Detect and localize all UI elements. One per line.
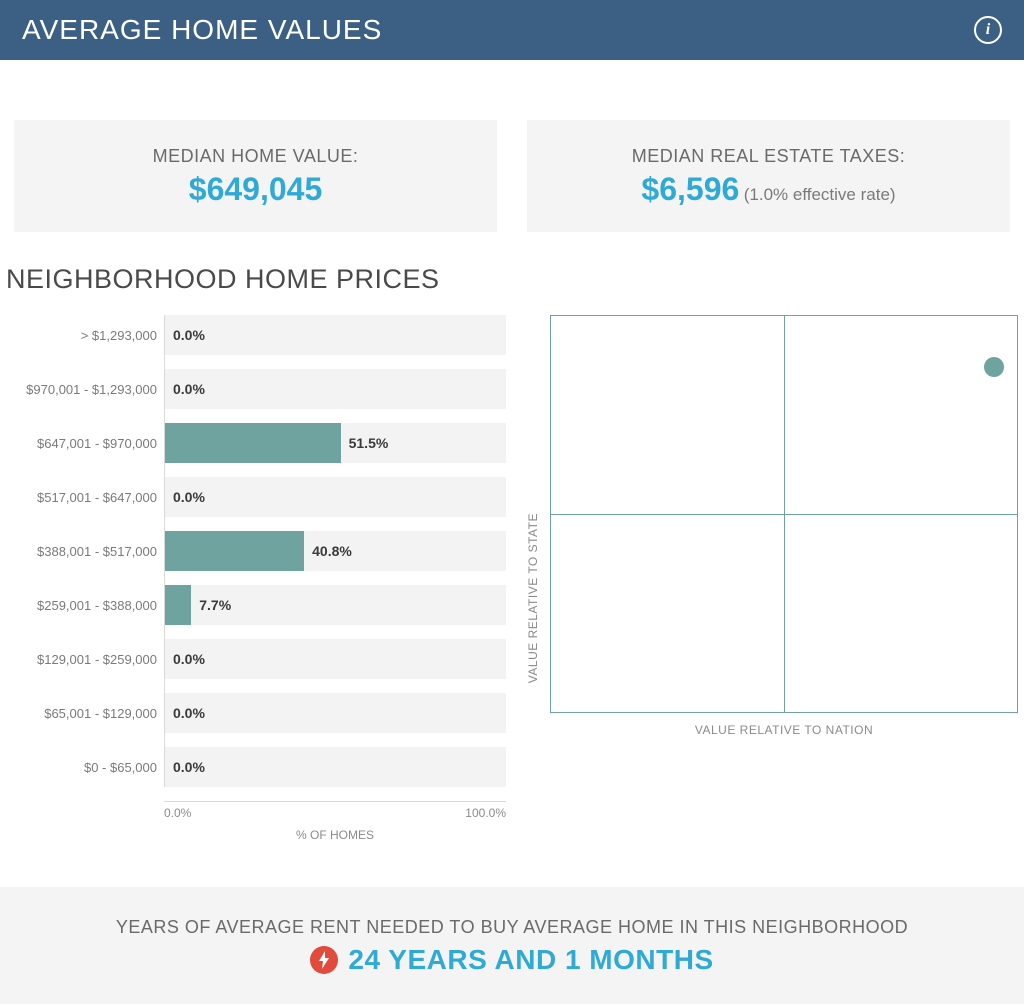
bar-row: > $1,293,0000.0% — [165, 315, 506, 355]
bolt-icon — [310, 946, 338, 974]
bar-value-label: 0.0% — [173, 651, 205, 667]
stat-value: $6,596 — [641, 171, 739, 207]
xaxis-tick-max: 100.0% — [465, 806, 506, 820]
bar-chart: > $1,293,0000.0%$970,001 - $1,293,0000.0… — [6, 303, 506, 851]
bar-track: 0.0% — [165, 369, 506, 409]
bar-track: 7.7% — [165, 585, 506, 625]
bar-value-label: 7.7% — [199, 597, 231, 613]
footer-band: YEARS OF AVERAGE RENT NEEDED TO BUY AVER… — [0, 887, 1024, 1004]
xaxis-tick-min: 0.0% — [164, 806, 191, 820]
bar-category-label: $259,001 - $388,000 — [7, 598, 157, 613]
xaxis-title: % OF HOMES — [296, 828, 374, 842]
quad-x-label: VALUE RELATIVE TO NATION — [550, 723, 1018, 737]
bar-track: 0.0% — [165, 315, 506, 355]
info-icon[interactable]: i — [974, 16, 1002, 44]
bar-track: 0.0% — [165, 477, 506, 517]
bar-category-label: $517,001 - $647,000 — [7, 490, 157, 505]
bar-row: $0 - $65,0000.0% — [165, 747, 506, 787]
bar-value-label: 0.0% — [173, 381, 205, 397]
bar-value-label: 40.8% — [312, 543, 352, 559]
stat-note: (1.0% effective rate) — [744, 185, 896, 204]
quad-point — [984, 357, 1004, 377]
quad-plot — [550, 315, 1018, 713]
bar-row: $65,001 - $129,0000.0% — [165, 693, 506, 733]
bar-category-label: $647,001 - $970,000 — [7, 436, 157, 451]
bar-category-label: $129,001 - $259,000 — [7, 652, 157, 667]
stat-cards: MEDIAN HOME VALUE: $649,045 MEDIAN REAL … — [0, 60, 1024, 246]
bar-row: $388,001 - $517,00040.8% — [165, 531, 506, 571]
bar-value-label: 51.5% — [349, 435, 389, 451]
quad-hline — [551, 514, 1017, 515]
bar-track: 0.0% — [165, 693, 506, 733]
bar-category-label: $388,001 - $517,000 — [7, 544, 157, 559]
bar-value-label: 0.0% — [173, 327, 205, 343]
bar-row: $647,001 - $970,00051.5% — [165, 423, 506, 463]
bar-category-label: $0 - $65,000 — [7, 760, 157, 775]
footer-value: 24 YEARS AND 1 MONTHS — [348, 944, 713, 976]
footer-label: YEARS OF AVERAGE RENT NEEDED TO BUY AVER… — [20, 917, 1004, 938]
bar-row: $129,001 - $259,0000.0% — [165, 639, 506, 679]
bar-xaxis: 0.0% 100.0% % OF HOMES — [164, 801, 506, 851]
stat-label: MEDIAN REAL ESTATE TAXES: — [547, 146, 990, 167]
bar-fill — [165, 585, 191, 625]
stat-value: $649,045 — [34, 171, 477, 208]
stat-label: MEDIAN HOME VALUE: — [34, 146, 477, 167]
quad-y-label: VALUE RELATIVE TO STATE — [526, 483, 540, 683]
bar-category-label: $970,001 - $1,293,000 — [7, 382, 157, 397]
bar-track: 0.0% — [165, 639, 506, 679]
bar-fill — [165, 531, 304, 571]
bar-value-label: 0.0% — [173, 705, 205, 721]
bar-track: 51.5% — [165, 423, 506, 463]
header-bar: AVERAGE HOME VALUES i — [0, 0, 1024, 60]
bar-track: 0.0% — [165, 747, 506, 787]
section-title: NEIGHBORHOOD HOME PRICES — [0, 246, 1024, 303]
page-title: AVERAGE HOME VALUES — [22, 14, 382, 46]
bar-row: $517,001 - $647,0000.0% — [165, 477, 506, 517]
bar-track: 40.8% — [165, 531, 506, 571]
bar-fill — [165, 423, 341, 463]
bar-category-label: $65,001 - $129,000 — [7, 706, 157, 721]
bar-row: $259,001 - $388,0007.7% — [165, 585, 506, 625]
quadrant-chart: VALUE RELATIVE TO STATE VALUE RELATIVE T… — [526, 303, 1018, 851]
bar-category-label: > $1,293,000 — [7, 328, 157, 343]
bar-rows: > $1,293,0000.0% $970,001 - $1,293,0000.0… — [164, 315, 506, 787]
stat-card-home-value: MEDIAN HOME VALUE: $649,045 — [14, 120, 497, 232]
bar-row: $970,001 - $1,293,0000.0% — [165, 369, 506, 409]
bar-value-label: 0.0% — [173, 759, 205, 775]
bar-value-label: 0.0% — [173, 489, 205, 505]
stat-card-taxes: MEDIAN REAL ESTATE TAXES: $6,596 (1.0% e… — [527, 120, 1010, 232]
charts-row: > $1,293,0000.0%$970,001 - $1,293,0000.0… — [0, 303, 1024, 851]
